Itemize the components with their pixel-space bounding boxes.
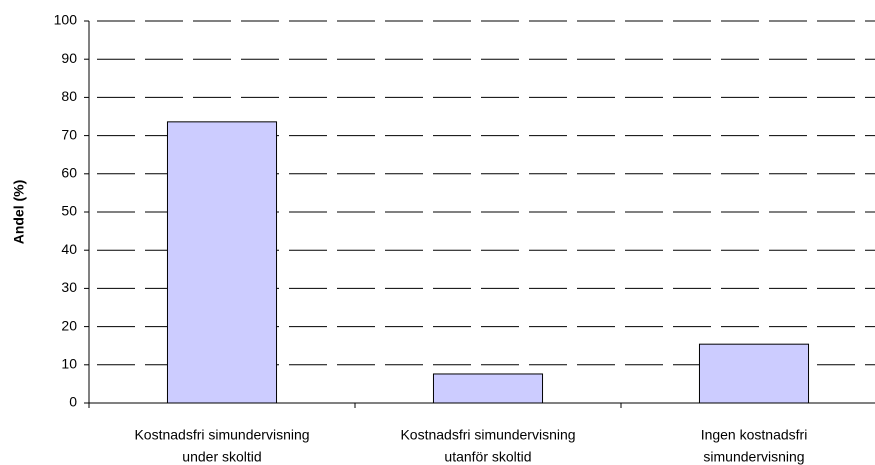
- x-tick-label: simundervisning: [703, 449, 804, 465]
- x-tick-label: Ingen kostnadsfri: [701, 427, 808, 443]
- y-tick-label: 80: [61, 88, 77, 104]
- bar: [166, 121, 278, 404]
- x-tick-label: utanför skoltid: [444, 449, 531, 465]
- y-tick-label: 70: [61, 126, 77, 142]
- y-tick-label: 90: [61, 50, 77, 66]
- y-tick-label: 10: [61, 356, 77, 372]
- x-tick-label: under skoltid: [182, 449, 261, 465]
- x-tick-label: Kostnadsfri simundervisning: [400, 427, 575, 443]
- bar: [432, 373, 544, 404]
- y-tick-label: 0: [69, 394, 77, 410]
- x-tick-label: Kostnadsfri simundervisning: [134, 427, 309, 443]
- bar: [698, 343, 810, 404]
- y-tick-label: 50: [61, 203, 77, 219]
- y-tick-label: 40: [61, 241, 77, 257]
- y-tick-label: 100: [54, 12, 78, 28]
- y-tick-label: 30: [61, 279, 77, 295]
- y-axis-title: Andel (%): [11, 180, 27, 245]
- y-tick-label: 20: [61, 317, 77, 333]
- y-tick-label: 60: [61, 165, 77, 181]
